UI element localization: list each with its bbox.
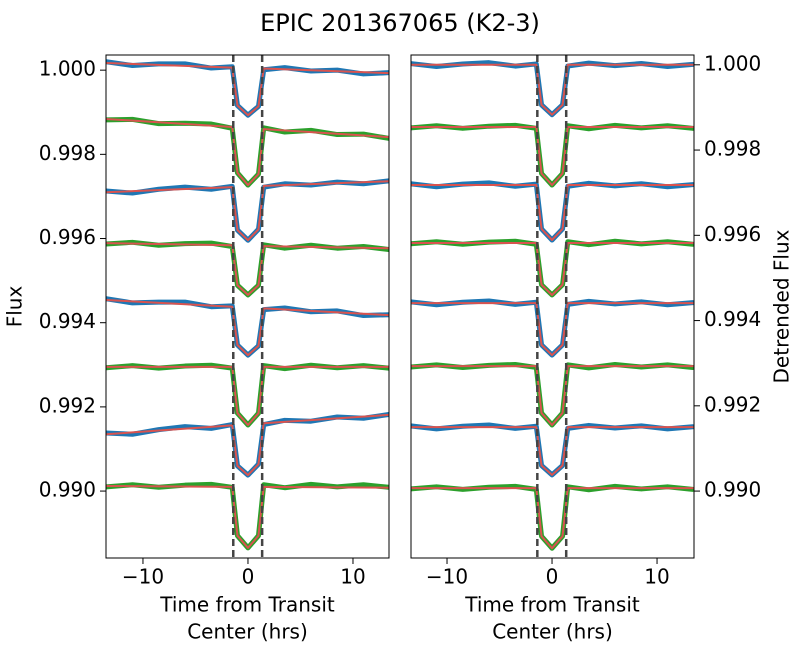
data-line (411, 361, 694, 428)
model-line (106, 180, 389, 242)
y-tick-label: 0.992 (704, 392, 761, 416)
y-tick-label: 0.994 (39, 309, 96, 333)
y-tick-label: 0.996 (704, 222, 761, 246)
data-line (106, 116, 389, 188)
model-line (411, 302, 694, 357)
x-tick-label: 0 (242, 565, 255, 589)
data-line (411, 422, 694, 478)
model-line (411, 487, 694, 550)
plot-area (411, 60, 694, 551)
model-line (106, 62, 389, 117)
model-line (411, 184, 694, 241)
data-line (411, 483, 694, 551)
data-line (106, 296, 389, 358)
y-tick-label: 0.998 (704, 137, 761, 161)
x-tick-label: −10 (426, 565, 468, 589)
y-tick-label: 0.994 (704, 307, 761, 331)
x-axis-label: Time from Transit (159, 593, 335, 617)
panel: −10 0 10 0.990 0.992 0.994 0.996 0.998 1.000 Time… (3, 54, 390, 644)
model-line (106, 242, 389, 296)
figure-title: EPIC 201367065 (K2-3) (260, 9, 540, 37)
data-line (411, 60, 694, 118)
panel: −10 0 10 0.990 0.992 0.994 0.996 0.998 1.000 Time… (410, 51, 794, 644)
y-tick-label: 1.000 (704, 51, 761, 75)
data-line (411, 180, 694, 243)
data-line (106, 239, 389, 298)
y-tick-label: 0.992 (39, 393, 96, 417)
model-line (411, 241, 694, 296)
model-line (411, 365, 694, 426)
model-line (411, 63, 694, 116)
data-line (411, 238, 694, 298)
y-axis-label: Detrended Flux (770, 229, 794, 383)
y-tick-label: 0.996 (39, 225, 96, 249)
model-line (411, 426, 694, 476)
x-axis-label: Center (hrs) (187, 620, 308, 644)
x-axis-label: Time from Transit (464, 593, 640, 617)
x-tick-label: −10 (122, 565, 164, 589)
x-tick-label: 10 (644, 565, 669, 589)
plot-area (106, 59, 389, 551)
data-line (411, 298, 694, 358)
axes-frame (410, 54, 695, 559)
data-line (106, 481, 389, 551)
y-tick-label: 0.998 (39, 141, 96, 165)
x-tick-label: 10 (340, 565, 365, 589)
axes-frame (105, 54, 390, 559)
model-line (106, 117, 389, 187)
y-tick-label: 1.000 (39, 57, 96, 81)
x-tick-label: 0 (546, 565, 559, 589)
x-axis-label: Center (hrs) (492, 620, 613, 644)
model-line (106, 413, 389, 477)
y-axis-label: Flux (3, 286, 27, 328)
y-tick-label: 0.990 (39, 478, 96, 502)
data-line (106, 59, 389, 118)
model-line (106, 485, 389, 549)
model-line (411, 126, 694, 187)
data-line (411, 122, 694, 188)
model-line (106, 298, 389, 357)
y-tick-label: 0.990 (704, 478, 761, 502)
